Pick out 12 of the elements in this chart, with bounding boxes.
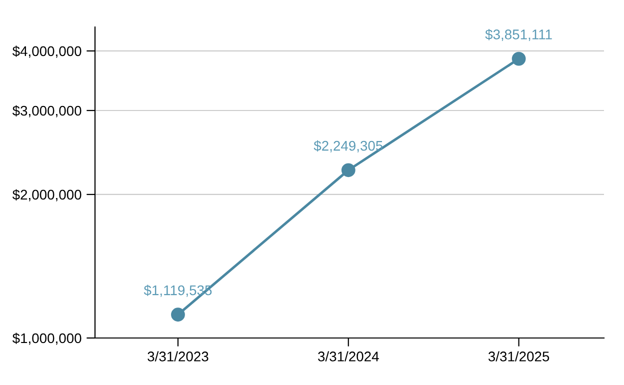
x-tick-label: 3/31/2023	[148, 351, 208, 362]
y-tick-label: $1,000,000	[12, 332, 82, 345]
y-tick-label: $2,000,000	[12, 189, 82, 202]
x-tick-label: 3/31/2025	[488, 351, 550, 362]
data-label: $3,851,111	[485, 28, 552, 42]
x-tick-label: 3/31/2024	[318, 351, 379, 362]
y-tick-label: $3,000,000	[12, 105, 82, 118]
point	[171, 308, 185, 322]
point	[512, 52, 526, 66]
data-label: $2,249,305	[314, 140, 383, 152]
point	[341, 163, 356, 178]
y-tick-label: $4,000,000	[12, 46, 82, 58]
